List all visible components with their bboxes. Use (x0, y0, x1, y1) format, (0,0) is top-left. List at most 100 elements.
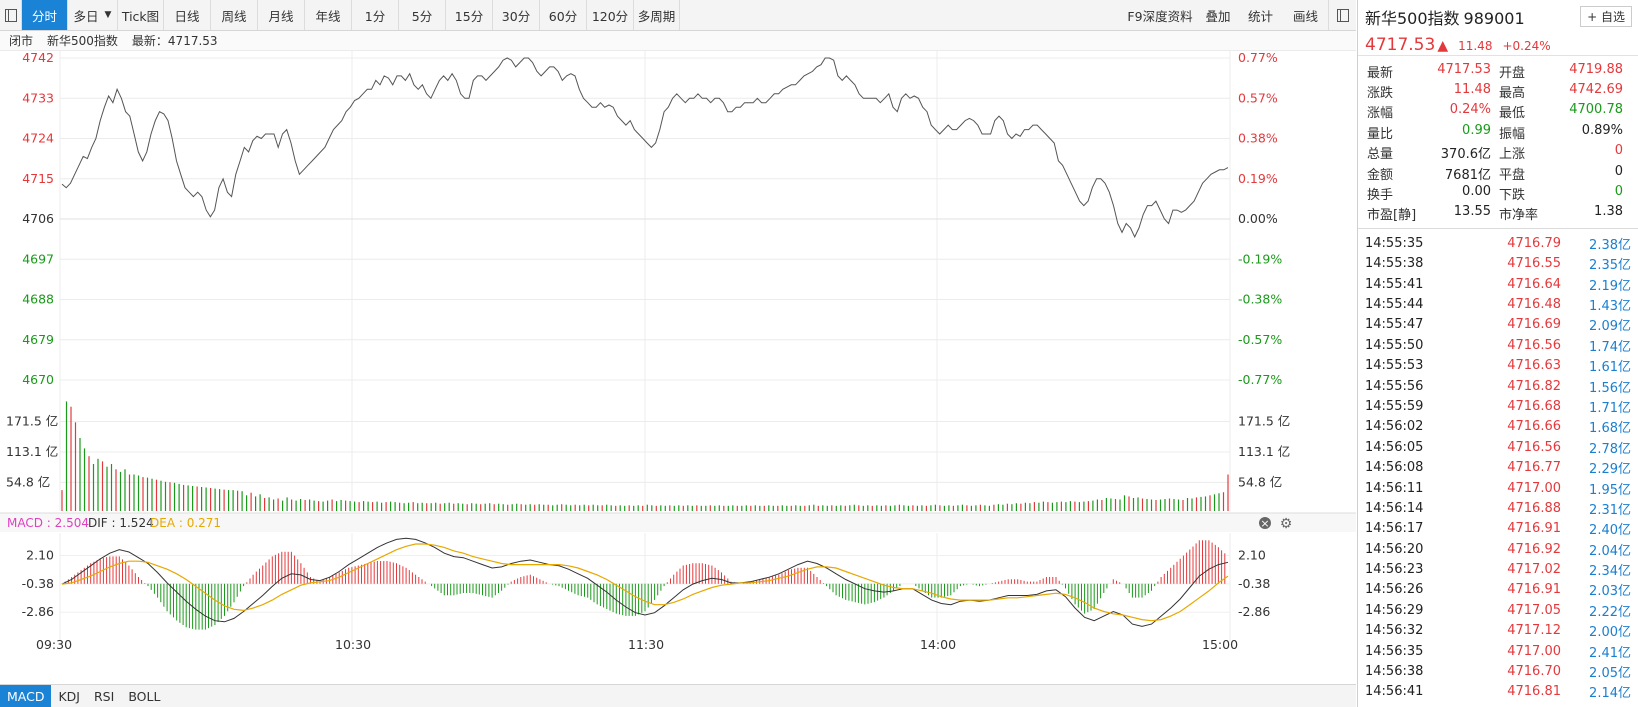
tick-time: 14:56:32 (1365, 623, 1424, 639)
panel-toggle-icon[interactable] (1328, 0, 1356, 30)
stat-value: 0.89% (1581, 122, 1623, 138)
intraday-chart[interactable]: 4742 0.77% 4733 0.57% 4724 0.38% 4715 0.19% 4706… (0, 51, 1356, 681)
tick-row: 14:55:35 4716.79 2.38亿 (1365, 233, 1631, 253)
tick-price: 4716.82 (1507, 378, 1561, 394)
tab-daily[interactable]: 日线 (164, 0, 211, 30)
time-tick-label: 11:30 (628, 637, 664, 652)
tick-price: 4716.81 (1507, 684, 1561, 700)
add-watchlist-button[interactable]: + 自选 (1580, 6, 1632, 27)
stats-row: 市盈[静] 13.55 市净率 1.38 (1367, 204, 1631, 224)
volume-tick-label: 54.8 亿 (6, 474, 50, 489)
dea-label: DEA : 0.271 (150, 516, 221, 530)
draw-button[interactable]: 画线 (1292, 8, 1318, 24)
tab-weekly[interactable]: 周线 (211, 0, 258, 30)
tick-volume: 2.04亿 (1589, 543, 1631, 559)
tab-fenshi[interactable]: 分时 (22, 0, 68, 30)
dea-line (61, 543, 1229, 622)
tab-tick[interactable]: Tick图 (118, 0, 164, 30)
stat-value: 4742.69 (1569, 82, 1623, 98)
tab-15min[interactable]: 15分 (446, 0, 493, 30)
overlay-button[interactable]: 叠加 (1205, 8, 1231, 24)
tick-row: 14:56:08 4716.77 2.29亿 (1365, 457, 1631, 477)
stats-row: 涨跌 11.48 最高 4742.69 (1367, 81, 1631, 101)
tick-row: 14:55:50 4716.56 1.74亿 (1365, 335, 1631, 355)
stats-row: 量比 0.99 振幅 0.89% (1367, 122, 1631, 142)
stat-label: 平盘 (1499, 167, 1526, 183)
price-tick-label: 4670 (22, 372, 54, 387)
tick-row: 14:56:17 4716.91 2.40亿 (1365, 519, 1631, 539)
macd-tick-label: -0.38 (1238, 576, 1270, 591)
tab-multiday-label: 多日 (73, 8, 99, 24)
tab-boll[interactable]: BOLL (128, 688, 161, 704)
price-tick-label: 4679 (22, 332, 54, 347)
tab-30min[interactable]: 30分 (493, 0, 540, 30)
tick-row: 14:56:20 4716.92 2.04亿 (1365, 539, 1631, 559)
stat-value: 0 (1614, 163, 1623, 179)
stats-row: 涨幅 0.24% 最低 4700.78 (1367, 102, 1631, 122)
tab-5min[interactable]: 5分 (399, 0, 446, 30)
tab-multiperiod[interactable]: 多周期 (634, 0, 680, 30)
tick-row: 14:56:35 4717.00 2.41亿 (1365, 641, 1631, 661)
tick-list[interactable]: 14:55:35 4716.79 2.38亿 14:55:38 4716.55 2.35亿… (1358, 229, 1638, 702)
tick-price: 4716.70 (1507, 664, 1561, 680)
tick-volume: 1.43亿 (1589, 298, 1631, 314)
macd-tick-label: -2.86 (1238, 604, 1270, 619)
tick-price: 4716.55 (1507, 256, 1561, 272)
dif-label: DIF : 1.524 (88, 516, 154, 530)
tick-volume: 2.40亿 (1589, 523, 1631, 539)
tick-volume: 2.41亿 (1589, 645, 1631, 661)
tick-price: 4716.91 (1507, 521, 1561, 537)
tick-time: 14:56:02 (1365, 419, 1424, 435)
deep-info-button[interactable]: F9深度资料 (1127, 8, 1193, 24)
market-state: 闭市 (9, 34, 34, 48)
tick-row: 14:55:56 4716.82 1.56亿 (1365, 376, 1631, 396)
settings-icon: ⚙ (1280, 516, 1293, 532)
index-code: 989001 (1463, 9, 1525, 28)
tick-price: 4716.56 (1507, 337, 1561, 353)
tick-time: 14:55:56 (1365, 378, 1424, 394)
layout-toggle-icon[interactable] (0, 0, 22, 30)
tick-volume: 2.00亿 (1589, 625, 1631, 641)
stat-value: 11.48 (1453, 82, 1491, 98)
stat-label: 总量 (1367, 147, 1394, 163)
stats-button[interactable]: 统计 (1247, 8, 1273, 24)
tick-price: 4716.56 (1507, 439, 1561, 455)
price-tick-label: 4724 (22, 131, 54, 146)
stat-value: 0.00 (1462, 184, 1491, 200)
stat-value: 0 (1614, 143, 1623, 159)
tab-120min[interactable]: 120分 (587, 0, 634, 30)
quote-panel: 新华500指数 989001 + 自选 4717.53 ▲ 11.48 +0.24… (1357, 0, 1638, 707)
tick-price: 4716.66 (1507, 419, 1561, 435)
tab-macd[interactable]: MACD (0, 685, 52, 707)
tick-volume: 1.71亿 (1589, 400, 1631, 416)
current-price: 4717.53 (1365, 35, 1436, 55)
tick-time: 14:56:08 (1365, 460, 1424, 476)
tick-volume: 2.09亿 (1589, 319, 1631, 335)
tab-rsi[interactable]: RSI (94, 688, 115, 704)
tick-price: 4716.63 (1507, 358, 1561, 374)
tick-row: 14:56:29 4717.05 2.22亿 (1365, 600, 1631, 620)
tick-volume: 1.56亿 (1589, 380, 1631, 396)
tab-monthly[interactable]: 月线 (258, 0, 305, 30)
time-tick-label: 09:30 (36, 637, 72, 652)
tab-yearly[interactable]: 年线 (305, 0, 352, 30)
tick-time: 14:55:59 (1365, 398, 1424, 414)
macd-label: MACD : 2.504 (7, 516, 89, 530)
tab-multiday[interactable]: 多日 ▼ (68, 0, 118, 30)
tick-volume: 2.29亿 (1589, 462, 1631, 478)
macd-tick-label: 2.10 (26, 547, 54, 562)
stat-label: 上涨 (1499, 147, 1526, 163)
tick-price: 4716.88 (1507, 500, 1561, 516)
tick-row: 14:55:38 4716.55 2.35亿 (1365, 254, 1631, 274)
tab-60min[interactable]: 60分 (540, 0, 587, 30)
index-name: 新华500指数 (1365, 9, 1460, 28)
time-tick-label: 14:00 (920, 637, 956, 652)
time-tick-label: 10:30 (335, 637, 371, 652)
period-toolbar: 分时 多日 ▼ Tick图 日线 周线 月线 年线 1分 5分 15分 30分 6… (0, 0, 1356, 31)
time-tick-label: 15:00 (1202, 637, 1238, 652)
panel-header: 新华500指数 989001 + 自选 4717.53 ▲ 11.48 +0.24… (1358, 0, 1638, 56)
tick-price: 4716.79 (1507, 235, 1561, 251)
tab-kdj[interactable]: KDJ (58, 688, 80, 704)
chevron-down-icon: ▼ (104, 10, 112, 20)
tab-1min[interactable]: 1分 (352, 0, 399, 30)
